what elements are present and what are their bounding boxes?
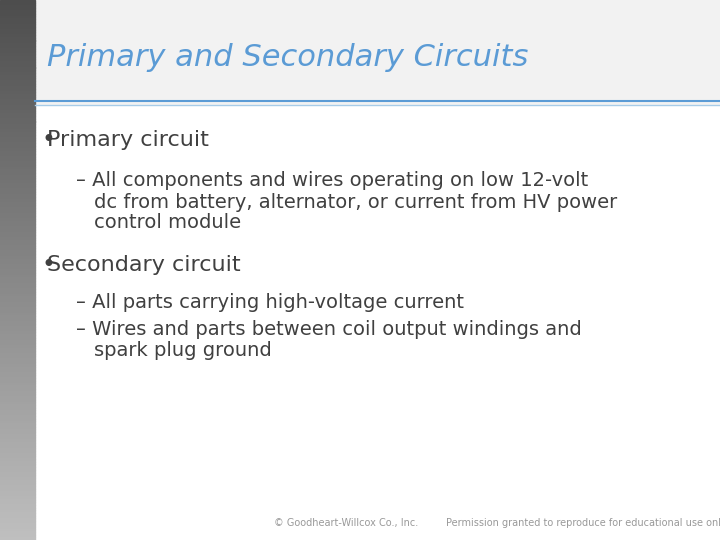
Text: Primary circuit: Primary circuit xyxy=(47,130,209,151)
Text: •: • xyxy=(41,253,55,276)
Text: Permission granted to reproduce for educational use only.: Permission granted to reproduce for educ… xyxy=(446,518,720,528)
Text: control module: control module xyxy=(94,213,240,232)
Text: Secondary circuit: Secondary circuit xyxy=(47,254,240,275)
Text: Primary and Secondary Circuits: Primary and Secondary Circuits xyxy=(47,43,528,72)
Text: © Goodheart-Willcox Co., Inc.: © Goodheart-Willcox Co., Inc. xyxy=(274,518,418,528)
Text: – All components and wires operating on low 12-volt: – All components and wires operating on … xyxy=(76,171,588,191)
Text: dc from battery, alternator, or current from HV power: dc from battery, alternator, or current … xyxy=(94,193,617,212)
Text: – All parts carrying high-voltage current: – All parts carrying high-voltage curren… xyxy=(76,293,464,312)
Text: spark plug ground: spark plug ground xyxy=(94,341,271,361)
Text: – Wires and parts between coil output windings and: – Wires and parts between coil output wi… xyxy=(76,320,581,339)
Text: •: • xyxy=(41,129,55,152)
